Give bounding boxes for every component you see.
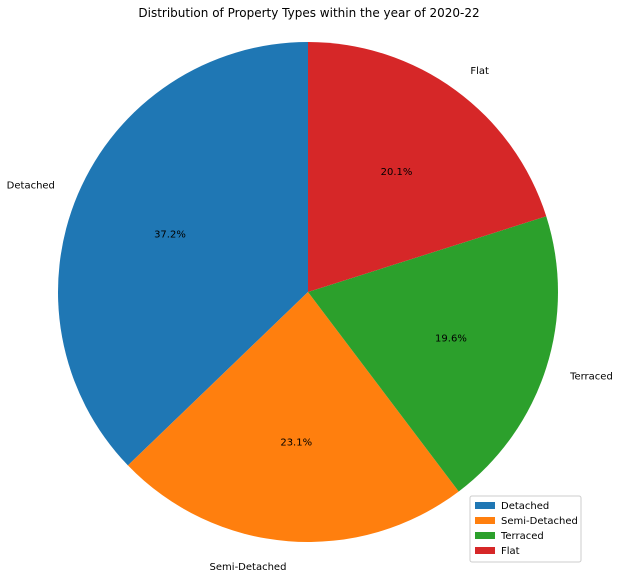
legend-swatch-detached [475,502,495,509]
pct-label-semi-detached: 23.1% [280,438,312,449]
pct-label-flat: 20.1% [381,167,413,178]
pct-label-terraced: 19.6% [435,333,467,344]
legend-label-terraced: Terraced [500,531,544,542]
pie-slices [57,42,558,542]
legend-label-detached: Detached [501,501,549,512]
pie-slice-detached [57,42,308,466]
slice-label-semi-detached: Semi-Detached [210,562,287,573]
legend-swatch-terraced [475,532,495,539]
legend-swatch-flat [475,547,495,554]
slice-label-detached: Detached [7,180,55,191]
slice-label-flat: Flat [470,66,489,77]
pie-slice-semi-detached [127,292,459,542]
pct-label-detached: 37.2% [154,229,186,240]
category-labels: Detached Semi-Detached Terraced Flat [7,66,613,573]
legend-swatch-semi-detached [475,517,495,524]
legend-frame [469,495,582,563]
pie-slice-flat [308,42,547,292]
slice-label-terraced: Terraced [569,371,613,382]
pie-slice-terraced [308,216,558,492]
legend: Detached Semi-Detached Terraced Flat [469,495,582,563]
legend-label-flat: Flat [501,546,520,557]
percent-labels: 37.2% 23.1% 19.6% 20.1% [154,167,467,449]
legend-label-semi-detached: Semi-Detached [501,516,578,527]
chart-title: Distribution of Property Types within th… [138,6,479,20]
